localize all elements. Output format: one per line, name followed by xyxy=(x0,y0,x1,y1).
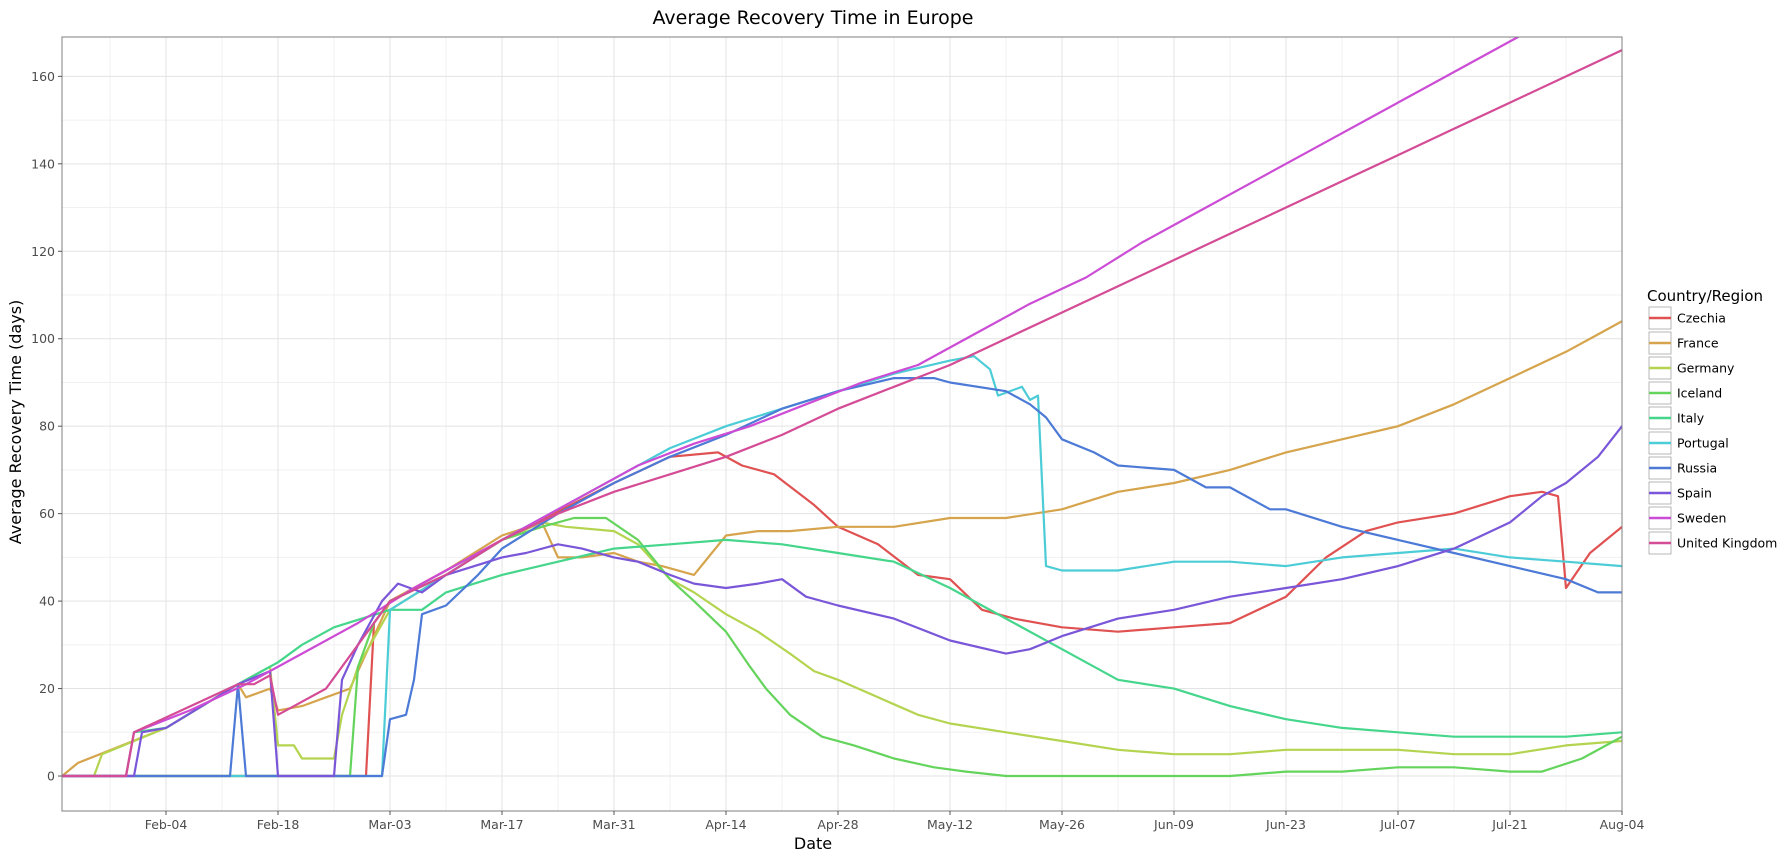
x-tick-label: Jun-23 xyxy=(1265,817,1306,832)
y-axis-title: Average Recovery Time (days) xyxy=(6,300,25,545)
major-gridlines xyxy=(62,37,1623,811)
legend-label: Iceland xyxy=(1677,386,1722,401)
legend-item-germany: Germany xyxy=(1648,356,1735,380)
legend-label: France xyxy=(1677,336,1719,351)
x-axis-title: Date xyxy=(794,834,832,853)
legend-title: Country/Region xyxy=(1647,287,1763,305)
y-tick-label: 140 xyxy=(31,156,55,171)
x-axis: Feb-04 Feb-18 Mar-03 Mar-17 Mar-31 Apr-14 Apr-… xyxy=(145,811,1645,832)
y-tick-label: 80 xyxy=(39,419,55,434)
legend-label: United Kingdom xyxy=(1677,536,1777,551)
legend-item-iceland: Iceland xyxy=(1648,381,1722,405)
y-tick-label: 160 xyxy=(31,69,55,84)
plot-area xyxy=(61,36,1623,812)
legend-label: Spain xyxy=(1677,486,1712,501)
y-tick-label: 100 xyxy=(31,331,55,346)
x-tick-label: Feb-04 xyxy=(145,817,188,832)
legend: Country/Region Czechia France Germany Icela… xyxy=(1647,287,1777,555)
plot-border xyxy=(61,36,1623,812)
legend-label: Czechia xyxy=(1677,311,1726,326)
series-line-spain xyxy=(62,425,1622,778)
y-tick-label: 120 xyxy=(31,244,55,259)
series-line-united-kingdom xyxy=(62,49,1622,778)
series-lines xyxy=(62,37,1622,778)
legend-label: Russia xyxy=(1677,461,1717,476)
minor-gridlines xyxy=(62,37,1622,811)
y-axis: 0 20 40 60 80 100 120 140 160 xyxy=(31,69,62,784)
x-tick-label: Jul-07 xyxy=(1379,817,1416,832)
legend-item-sweden: Sweden xyxy=(1648,506,1726,530)
x-tick-label: May-12 xyxy=(927,817,973,832)
legend-items: Czechia France Germany Iceland Italy Portugal… xyxy=(1648,306,1777,555)
x-tick-label: Feb-18 xyxy=(257,817,300,832)
legend-item-russia: Russia xyxy=(1648,456,1717,480)
x-tick-label: Jun-09 xyxy=(1153,817,1194,832)
series-line-sweden xyxy=(62,37,1520,778)
x-tick-label: May-26 xyxy=(1039,817,1085,832)
series-line-russia xyxy=(62,377,1622,778)
legend-label: Sweden xyxy=(1677,511,1726,526)
legend-item-italy: Italy xyxy=(1648,406,1705,430)
x-tick-label: Apr-14 xyxy=(705,817,746,832)
legend-label: Germany xyxy=(1677,361,1735,376)
series-line-france xyxy=(62,320,1622,778)
x-tick-label: Mar-03 xyxy=(368,817,411,832)
legend-item-france: France xyxy=(1648,331,1719,355)
x-tick-label: Mar-31 xyxy=(592,817,635,832)
x-tick-label: Apr-28 xyxy=(817,817,858,832)
x-tick-label: Aug-04 xyxy=(1600,817,1645,832)
legend-item-czechia: Czechia xyxy=(1648,306,1726,330)
y-tick-label: 60 xyxy=(39,506,55,521)
legend-item-united-kingdom: United Kingdom xyxy=(1648,531,1777,555)
x-tick-label: Mar-17 xyxy=(480,817,523,832)
legend-item-spain: Spain xyxy=(1648,481,1712,505)
x-tick-label: Jul-21 xyxy=(1491,817,1528,832)
y-tick-label: 20 xyxy=(39,681,55,696)
series-line-italy xyxy=(62,538,1622,778)
y-tick-label: 40 xyxy=(39,594,55,609)
plot-background xyxy=(62,37,1622,811)
legend-item-portugal: Portugal xyxy=(1648,431,1729,455)
y-tick-label: 0 xyxy=(47,769,55,784)
series-line-germany xyxy=(62,521,1622,778)
chart-title: Average Recovery Time in Europe xyxy=(653,7,974,29)
legend-label: Italy xyxy=(1677,411,1705,426)
legend-label: Portugal xyxy=(1677,436,1729,451)
